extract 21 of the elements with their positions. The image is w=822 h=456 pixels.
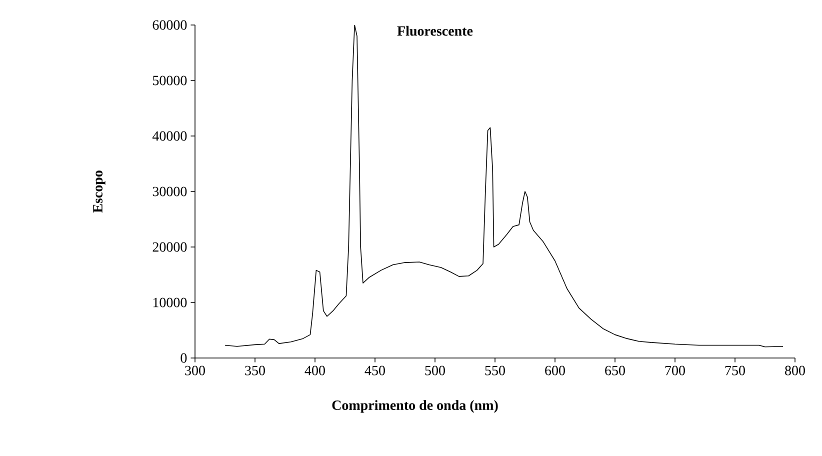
y-tick-label: 40000 bbox=[152, 131, 187, 141]
y-tick-label: 0 bbox=[180, 353, 187, 363]
x-tick-label: 550 bbox=[485, 366, 505, 376]
x-axis-title: Comprimento de onda (nm) bbox=[332, 400, 498, 413]
y-axis-title: Escopo bbox=[93, 170, 106, 213]
x-tick-label: 650 bbox=[605, 366, 625, 376]
x-tick-label: 500 bbox=[425, 366, 445, 376]
x-tick-label: 300 bbox=[185, 366, 205, 376]
x-tick-label: 800 bbox=[785, 366, 805, 376]
y-tick-label: 30000 bbox=[152, 186, 187, 196]
x-tick-label: 700 bbox=[665, 366, 685, 376]
y-tick-label: 10000 bbox=[153, 298, 187, 308]
chart-title: Fluorescente bbox=[397, 26, 473, 36]
x-tick-label: 350 bbox=[245, 366, 265, 376]
x-tick-label: 750 bbox=[725, 366, 745, 376]
y-tick-label: 50000 bbox=[153, 76, 187, 86]
x-tick-label: 400 bbox=[304, 366, 325, 376]
y-tick-label: 60000 bbox=[152, 20, 187, 30]
x-tick-label: 600 bbox=[545, 366, 565, 376]
x-tick-label: 450 bbox=[364, 366, 385, 376]
y-tick-label: 20000 bbox=[152, 242, 187, 252]
